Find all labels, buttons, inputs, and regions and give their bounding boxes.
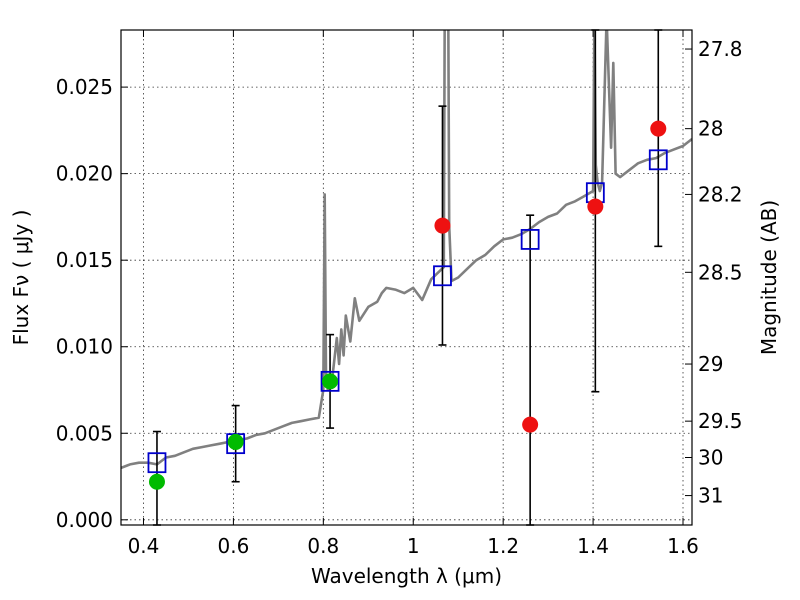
model-box-marker	[147, 452, 167, 474]
x-tick-label: 1.6	[667, 534, 699, 558]
green-point	[322, 373, 339, 390]
x-tick-label: 0.4	[128, 534, 160, 558]
y2-tick-label: 29.5	[698, 409, 743, 433]
y2-tick-label: 30	[698, 446, 723, 470]
y-tick-label: 0.025	[56, 75, 113, 99]
x-tick-label: 1.4	[577, 534, 609, 558]
green-point	[148, 473, 165, 490]
red-point	[587, 198, 604, 215]
y2-axis-label: Magnitude (AB)	[757, 200, 781, 355]
x-tick-label: 0.6	[217, 534, 249, 558]
x-tick-label: 1	[407, 534, 420, 558]
spectrum	[121, 30, 692, 470]
x-tick-label: 0.8	[307, 534, 339, 558]
y-tick-label: 0.015	[56, 248, 113, 272]
model-box-marker	[320, 370, 340, 392]
markers	[147, 120, 668, 490]
x-axis-label: Wavelength λ (μm)	[311, 564, 502, 588]
model-box-marker	[433, 265, 452, 287]
ticks: 0.4 0.6 0.8 1 1.2 1.4 1.6 0.000 0.005 0.010 0.015 0…	[56, 30, 743, 558]
plot-frame	[120, 29, 693, 526]
y2-tick-label: 28.2	[698, 182, 743, 206]
grid	[121, 30, 692, 525]
y-tick-label: 0.005	[56, 421, 113, 445]
red-point	[522, 416, 539, 433]
green-point	[227, 433, 244, 450]
y-axis-label: Flux Fν ( μJy )	[9, 210, 33, 346]
error-bars	[152, 29, 663, 526]
y2-tick-label: 28.5	[698, 260, 743, 284]
model-box-marker	[648, 149, 668, 171]
y-tick-label: 0.020	[56, 162, 113, 186]
y2-tick-label: 28	[698, 117, 723, 141]
spectrum-line	[121, 30, 692, 470]
x-tick-label: 1.2	[487, 534, 519, 558]
model-box-marker	[520, 229, 540, 250]
y2-tick-label: 27.8	[698, 37, 743, 61]
y2-tick-label: 31	[698, 484, 723, 508]
red-point	[650, 120, 667, 137]
y-tick-label: 0.010	[56, 335, 113, 359]
red-point	[434, 217, 451, 234]
y-tick-label: 0.000	[56, 508, 113, 532]
y2-tick-label: 29	[698, 352, 723, 376]
